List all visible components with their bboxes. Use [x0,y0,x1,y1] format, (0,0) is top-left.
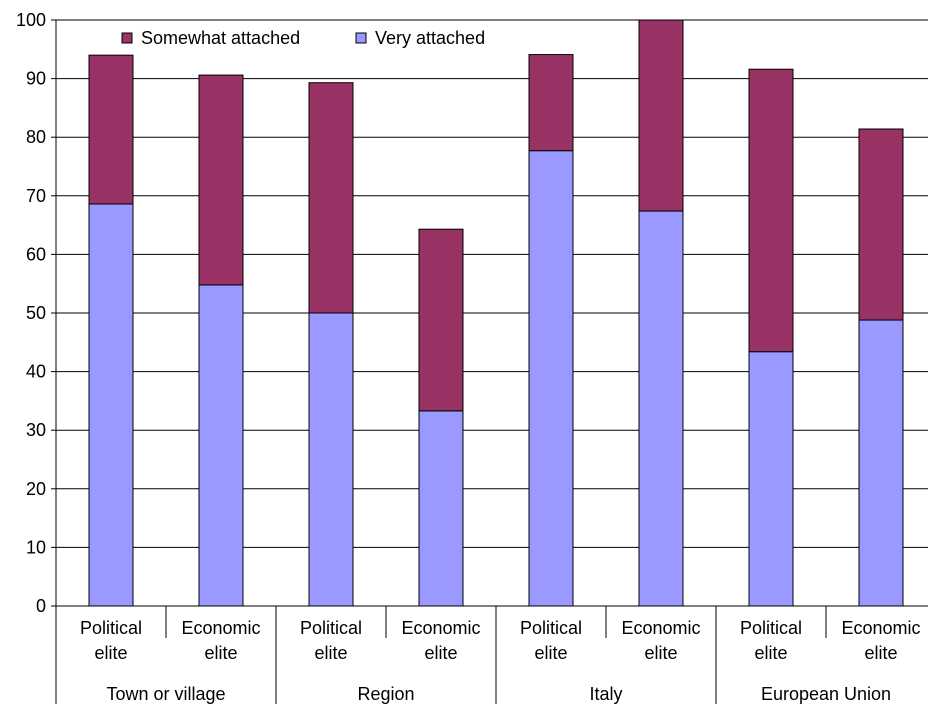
legend: Somewhat attached Very attached [121,28,485,48]
bar-very-attached [748,351,794,607]
category-label-line1: Political [520,618,582,638]
y-tick-label: 20 [26,479,46,499]
bar-somewhat-attached [198,74,244,286]
bar-somewhat-attached [528,54,574,152]
category-label-line1: Political [80,618,142,638]
y-tick-label: 80 [26,127,46,147]
category-label-line1: Political [740,618,802,638]
y-tick-labels: 0 10 20 30 40 50 60 70 80 90 100 [16,10,46,616]
bar-very-attached [308,312,354,607]
category-label-line1: Economic [841,618,920,638]
y-tick-label: 50 [26,303,46,323]
bar-very-attached [528,150,574,607]
legend-label: Somewhat attached [141,28,300,48]
bar-very-attached [858,319,904,607]
category-label-line2: elite [644,643,677,663]
bar-very-attached [198,284,244,607]
legend-label: Very attached [375,28,485,48]
category-label-line2: elite [864,643,897,663]
category-label-line2: elite [94,643,127,663]
bar-very-attached [638,210,684,607]
legend-swatch-somewhat-attached [121,32,133,44]
category-label-line1: Political [300,618,362,638]
bar-somewhat-attached [748,68,794,353]
category-label-line2: elite [424,643,457,663]
bar-somewhat-attached [638,19,684,212]
gridlines [51,19,928,607]
bar-somewhat-attached [418,228,464,412]
category-label-line2: elite [314,643,347,663]
y-tick-label: 90 [26,69,46,89]
bar-somewhat-attached [858,128,904,321]
y-tick-label: 60 [26,244,46,264]
x-group-labels: Town or village Region Italy European Union [106,684,891,704]
bar-somewhat-attached [308,82,354,314]
y-tick-label: 30 [26,420,46,440]
group-label: Italy [589,684,622,704]
group-label: Region [357,684,414,704]
bar-very-attached [418,410,464,607]
axes [55,20,928,704]
category-label-line1: Economic [621,618,700,638]
bar-very-attached [88,203,134,607]
y-tick-label: 40 [26,362,46,382]
bars [88,19,904,607]
x-category-labels: Political elite Economic elite Political elit… [80,618,921,663]
category-label-line2: elite [204,643,237,663]
category-label-line2: elite [534,643,567,663]
y-tick-label: 0 [36,596,46,616]
legend-swatch-very-attached [355,32,367,44]
category-label-line2: elite [754,643,787,663]
category-label-line1: Economic [401,618,480,638]
group-label: European Union [761,684,891,704]
group-label: Town or village [106,684,225,704]
y-tick-label: 100 [16,10,46,30]
y-tick-label: 10 [26,537,46,557]
category-label-line1: Economic [181,618,260,638]
bar-somewhat-attached [88,54,134,205]
y-tick-label: 70 [26,186,46,206]
